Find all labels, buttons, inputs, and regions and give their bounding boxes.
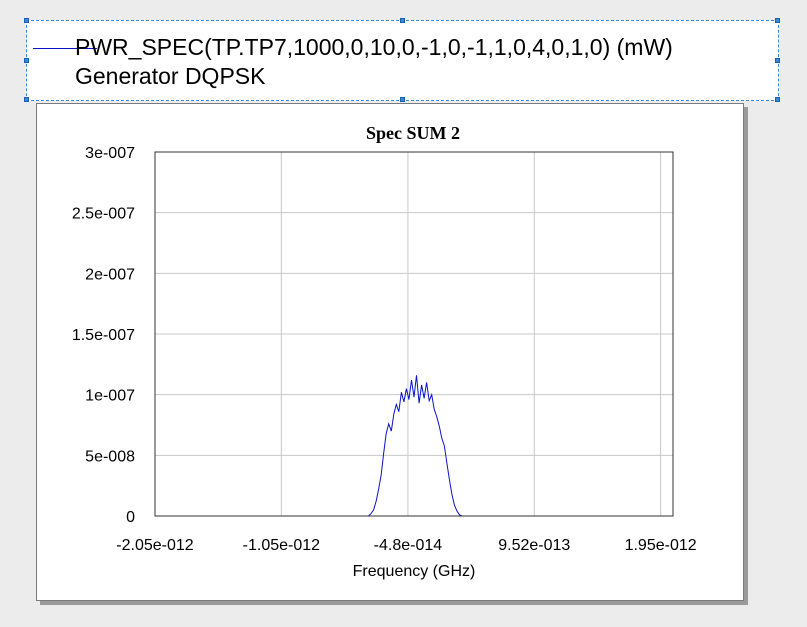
x-tick-label: 1.95e-012 xyxy=(625,537,697,554)
legend-series-sublabel: Generator DQPSK xyxy=(75,63,266,89)
legend-box[interactable]: PWR_SPEC(TP.TP7,1000,0,10,0,-1,0,-1,1,0,… xyxy=(24,18,780,102)
y-tick-label: 2.5e-007 xyxy=(72,206,135,223)
spectrum-chart: Spec SUM 2 0 5e-008 1e-007 1.5e-007 2e-007 2.… xyxy=(72,123,697,580)
legend-series-label: PWR_SPEC(TP.TP7,1000,0,10,0,-1,0,-1,1,0,… xyxy=(75,34,673,60)
chart-title: Spec SUM 2 xyxy=(366,123,460,143)
resize-handle-top-left[interactable] xyxy=(24,18,29,23)
x-tick-label: 9.52e-013 xyxy=(498,537,570,554)
y-tick-label: 2e-007 xyxy=(85,266,135,283)
x-axis-ticks: -2.05e-012 -1.05e-012 -4.8e-014 9.52e-013 1.… xyxy=(116,537,696,554)
resize-handle-middle-right[interactable] xyxy=(775,58,780,63)
plot-area-frame xyxy=(154,151,674,517)
resize-handle-bottom-right[interactable] xyxy=(775,97,780,102)
y-tick-label: 5e-008 xyxy=(85,448,135,465)
x-tick-label: -4.8e-014 xyxy=(374,537,443,554)
resize-handle-top-right[interactable] xyxy=(775,18,780,23)
series-line xyxy=(368,375,463,517)
legend-series-swatch xyxy=(33,48,97,49)
grid-lines xyxy=(154,151,673,517)
x-tick-label: -1.05e-012 xyxy=(243,537,320,554)
x-axis-label: Frequency (GHz) xyxy=(353,563,476,580)
resize-handle-middle-left[interactable] xyxy=(24,58,29,63)
y-tick-label: 3e-007 xyxy=(85,145,135,162)
plot-window: Spec SUM 2 0 5e-008 1e-007 1.5e-007 2e-007 2.… xyxy=(36,103,744,601)
resize-handle-bottom-middle[interactable] xyxy=(400,97,405,102)
resize-handle-top-middle[interactable] xyxy=(400,18,405,23)
resize-handle-bottom-left[interactable] xyxy=(24,97,29,102)
x-tick-label: -2.05e-012 xyxy=(116,537,193,554)
y-tick-label: 1e-007 xyxy=(85,388,135,405)
y-tick-label: 1.5e-007 xyxy=(72,327,135,344)
y-tick-label: 0 xyxy=(126,509,135,526)
y-axis-ticks: 0 5e-008 1e-007 1.5e-007 2e-007 2.5e-007 3e-00… xyxy=(72,145,135,526)
